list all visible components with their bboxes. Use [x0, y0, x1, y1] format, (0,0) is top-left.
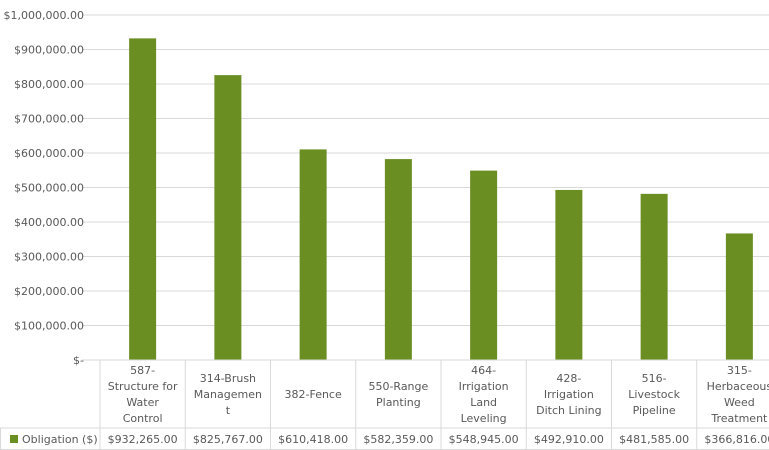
bar	[129, 38, 157, 360]
value-cell: $825,767.00	[193, 433, 263, 446]
category-label-line: Leveling	[461, 412, 507, 425]
category-label-line: Land	[470, 396, 497, 409]
category-label-line: Structure for	[108, 380, 178, 393]
bar	[384, 159, 412, 360]
category-label-line: 428-	[556, 372, 581, 385]
bar	[555, 189, 583, 360]
y-tick-label: $1,000,000.00	[4, 9, 84, 22]
category-label-line: Weed	[724, 396, 755, 409]
value-cell: $481,585.00	[619, 433, 689, 446]
y-tick-label: $100,000.00	[14, 320, 84, 333]
y-tick-label: $500,000.00	[14, 182, 84, 195]
category-label-line: 314-Brush	[200, 372, 256, 385]
category-label-line: Control	[123, 412, 163, 425]
legend-label: Obligation ($)	[22, 433, 98, 446]
bar	[640, 193, 668, 360]
category-label-line: Treatment	[710, 412, 768, 425]
category-label-line: Pipeline	[633, 404, 676, 417]
y-tick-label: $300,000.00	[14, 251, 84, 264]
bar	[214, 75, 242, 360]
legend-swatch	[10, 435, 18, 443]
category-label-line: Livestock	[628, 388, 680, 401]
y-tick-label: $700,000.00	[14, 113, 84, 126]
y-axis-tick-labels: $- $100,000.00 $200,000.00 $300,000.00 $400,…	[4, 9, 85, 367]
y-tick-label: $800,000.00	[14, 78, 84, 91]
bar	[725, 233, 753, 360]
bars	[129, 38, 753, 360]
gridlines	[82, 14, 769, 326]
category-label-line: Planting	[376, 396, 421, 409]
value-cell: $932,265.00	[108, 433, 178, 446]
value-cell: $492,910.00	[534, 433, 604, 446]
y-tick-label: $-	[73, 354, 84, 367]
category-label-line: Water	[126, 396, 159, 409]
category-label-line: Managemen	[194, 388, 262, 401]
category-label-line: t	[226, 404, 231, 417]
category-label-line: 382-Fence	[285, 388, 342, 401]
category-label-line: 550-Range	[368, 380, 428, 393]
category-label-line: Herbaceous	[707, 380, 769, 393]
category-label-line: 516-	[642, 372, 667, 385]
bar	[299, 149, 327, 360]
category-label-line: 464-	[471, 364, 496, 377]
category-label-line: Ditch Lining	[536, 404, 602, 417]
category-label-line: Irrigation	[544, 388, 594, 401]
y-tick-label: $900,000.00	[14, 44, 84, 57]
value-cell: $582,359.00	[363, 433, 433, 446]
y-tick-label: $200,000.00	[14, 285, 84, 298]
value-cell: $366,816.00	[704, 433, 769, 446]
data-table: 587- Structure for Water Control 314-Brush Ma…	[0, 359, 769, 450]
bar	[470, 170, 498, 360]
y-tick-label: $400,000.00	[14, 216, 84, 229]
value-cell: $548,945.00	[449, 433, 519, 446]
category-label-line: 587-	[130, 364, 155, 377]
category-label-line: Irrigation	[459, 380, 509, 393]
y-tick-label: $600,000.00	[14, 147, 84, 160]
value-cell: $610,418.00	[278, 433, 348, 446]
category-label-line: 315-	[727, 364, 752, 377]
